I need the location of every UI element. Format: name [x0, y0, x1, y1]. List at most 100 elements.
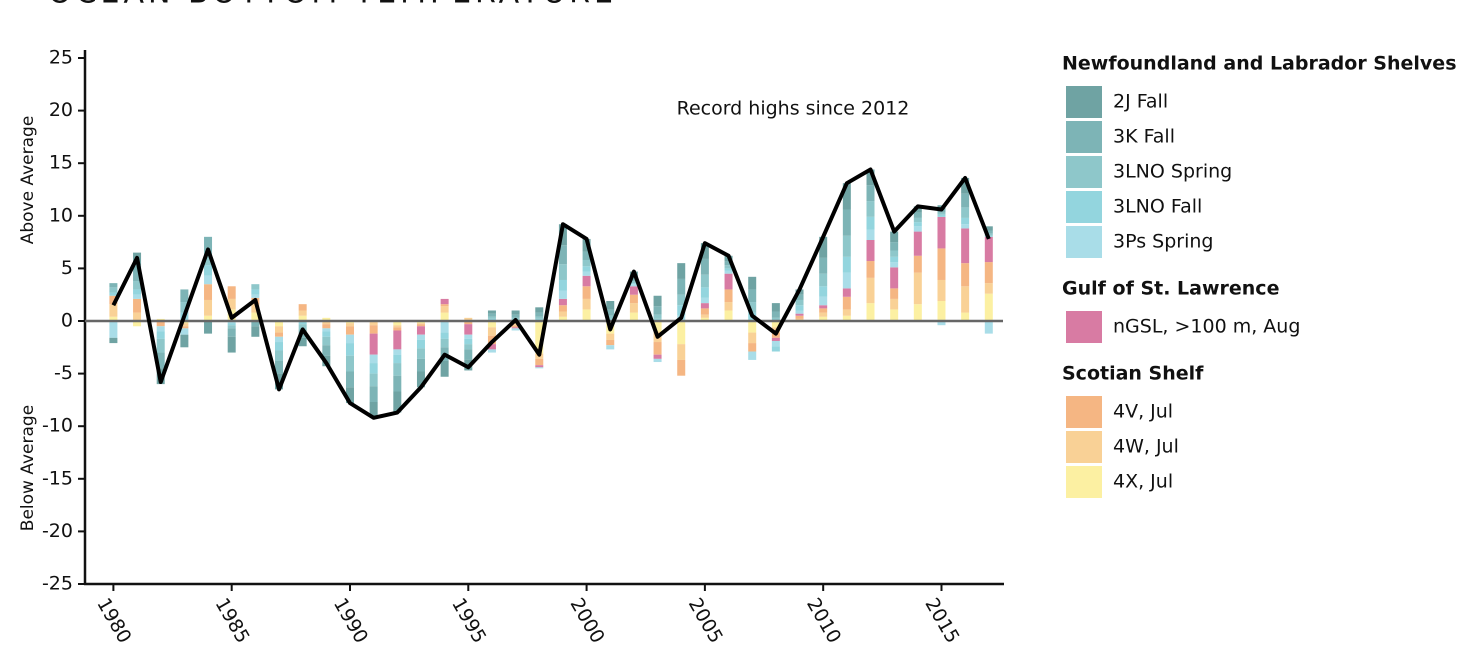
bar-segment [487, 321, 496, 328]
bar-segment [345, 355, 354, 372]
bar-segment [724, 270, 733, 274]
bar-segment [227, 286, 236, 299]
bar-segment [511, 328, 520, 331]
bar-segment [275, 332, 284, 337]
bar-segment [890, 288, 899, 299]
legend-swatch [1066, 466, 1102, 498]
bar-segment [795, 299, 804, 306]
bar-segment [298, 310, 307, 316]
bar-segment [937, 279, 946, 302]
bar-segment [227, 323, 236, 326]
legend-label: nGSL, >100 m, Aug [1113, 316, 1300, 338]
bar-segment [180, 326, 189, 329]
bar-segment [582, 275, 591, 287]
bar-segment [109, 316, 118, 321]
bar-segment [275, 326, 284, 333]
bar-segment [558, 290, 567, 299]
bar-segment [440, 338, 449, 348]
bar-segment [464, 344, 473, 350]
bar-segment [511, 327, 520, 329]
bar-segment [819, 257, 828, 274]
bar-segment [842, 309, 851, 316]
bar-segment [464, 321, 473, 325]
bar-segment [866, 216, 875, 230]
bar-segment [700, 297, 709, 304]
bar-segment [109, 337, 118, 344]
bar-segment [842, 209, 851, 236]
bar-segment [440, 306, 449, 313]
x-tick-label: 1990 [329, 594, 372, 647]
bar-segment [842, 272, 851, 289]
bar-segment [653, 354, 662, 359]
bar-segment [416, 371, 425, 388]
bar-segment [937, 216, 946, 249]
bar-segment [984, 230, 993, 234]
legend-label: 4V, Jul [1113, 401, 1173, 423]
bar-segment [866, 303, 875, 321]
bar-segment [251, 289, 260, 295]
bar-segment [369, 322, 378, 326]
bar-segment [653, 321, 662, 332]
bar-segment [795, 310, 804, 314]
bar-segment [393, 325, 402, 328]
bar-segment [393, 363, 402, 376]
bar-segment [984, 321, 993, 334]
bar-segment [937, 248, 946, 280]
legend-label: 4W, Jul [1113, 436, 1179, 458]
bar-segment [582, 286, 591, 299]
bar-segment [748, 289, 757, 303]
bar-segment [748, 276, 757, 290]
bar-segment [251, 294, 260, 298]
bar-segment [629, 312, 638, 321]
bar-segment [322, 321, 331, 325]
bar-segment [866, 169, 875, 186]
bar-segment [369, 373, 378, 387]
bar-segment [913, 222, 922, 227]
bar-segment [629, 303, 638, 313]
x-tick-label: 2010 [802, 594, 845, 647]
bar-segment [582, 309, 591, 321]
bar-segment [558, 264, 567, 280]
bar-segment [961, 177, 970, 194]
bar-segment [984, 293, 993, 321]
legend-label: 3Ps Spring [1113, 231, 1213, 253]
bar-segment [251, 284, 260, 290]
bar-segment [890, 298, 899, 310]
bar-segment [582, 271, 591, 276]
bar-segment [275, 360, 284, 374]
bar-segment [133, 294, 142, 299]
bar-segment [629, 281, 638, 284]
bar-segment [133, 298, 142, 313]
bar-segment [487, 313, 496, 317]
bar-segment [416, 358, 425, 372]
bar-segment [606, 345, 615, 350]
bar-segment [369, 402, 378, 418]
bar-segment [204, 321, 213, 334]
x-tick-label: 2000 [565, 594, 608, 647]
bar-segment [558, 279, 567, 291]
bar-segment [890, 262, 899, 268]
bar-segment [748, 351, 757, 360]
bar-segment [275, 373, 284, 390]
bar-segment [629, 283, 638, 285]
bar-segment [535, 365, 544, 368]
bar-segment [961, 263, 970, 287]
bar-segment [700, 317, 709, 321]
legend-label: 3LNO Fall [1113, 196, 1202, 218]
bar-segment [913, 272, 922, 305]
bar-segment [109, 283, 118, 288]
bar-segment [700, 287, 709, 298]
bar-segment [275, 342, 284, 351]
bar-segment [204, 265, 213, 276]
bar-segment [369, 354, 378, 364]
bar-segment [913, 304, 922, 321]
bar-segment [629, 294, 638, 304]
bar-segment [984, 236, 993, 263]
chart-title: OCEAN BOTTOM TEMPERATURE [48, 0, 617, 11]
bar-segment [133, 321, 142, 327]
bar-segment [653, 314, 662, 319]
bar-segment [204, 315, 213, 321]
bar-segment [487, 310, 496, 314]
bar-segment [748, 343, 757, 352]
y-tick-label: 5 [61, 257, 73, 279]
